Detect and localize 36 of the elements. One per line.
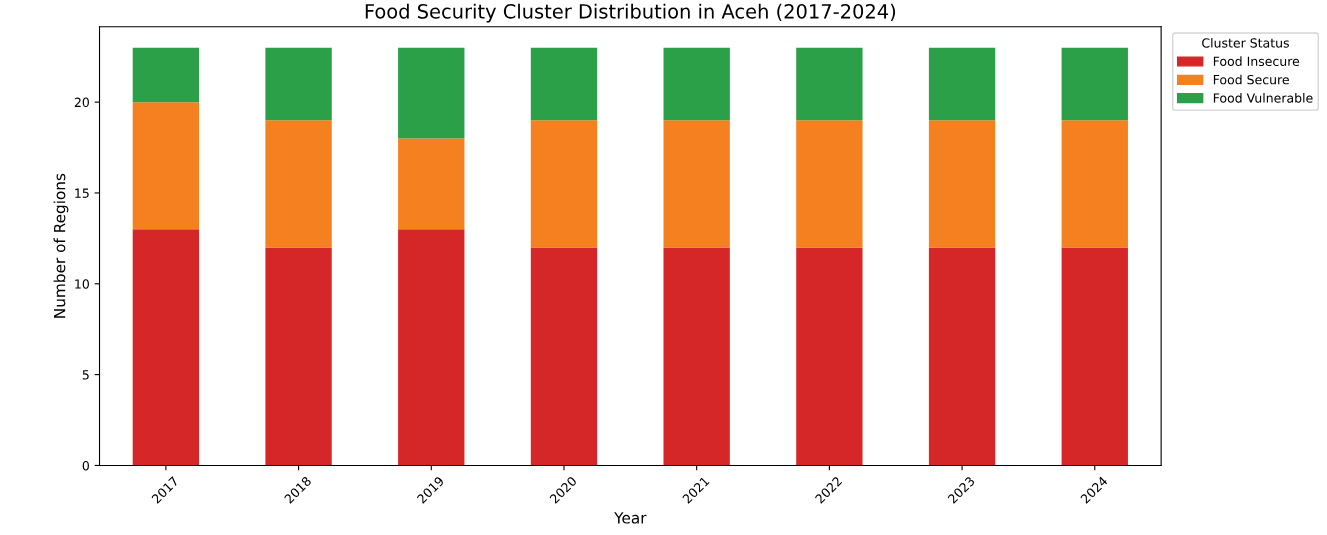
bar bbox=[1061, 120, 1128, 248]
x-axis-title: Year bbox=[614, 512, 647, 524]
bar bbox=[663, 247, 730, 466]
bar bbox=[928, 47, 996, 121]
legend-label: Food Vulnerable bbox=[1213, 93, 1313, 103]
legend-label: Food Secure bbox=[1213, 74, 1289, 85]
y-tick-label: 5 bbox=[82, 370, 89, 380]
y-tick-label: 15 bbox=[75, 188, 89, 198]
bar bbox=[796, 47, 863, 121]
legend-label: Food Insecure bbox=[1213, 56, 1300, 67]
y-axis-title: Number of Regions bbox=[53, 173, 69, 318]
bar bbox=[663, 120, 730, 248]
bar bbox=[132, 102, 200, 230]
bar bbox=[1061, 247, 1128, 466]
y-tick-label: 10 bbox=[75, 279, 89, 289]
bar bbox=[132, 229, 200, 466]
bar bbox=[398, 47, 465, 139]
bar bbox=[796, 247, 863, 466]
bar bbox=[132, 47, 200, 103]
bar bbox=[398, 138, 465, 230]
bar bbox=[530, 247, 598, 466]
bar bbox=[928, 247, 996, 466]
y-tick-label: 20 bbox=[74, 97, 89, 108]
bar bbox=[265, 47, 332, 121]
bar bbox=[398, 229, 465, 466]
chart-title: Food Security Cluster Distribution in Aceh (2017-2024) bbox=[365, 3, 896, 23]
bar bbox=[796, 120, 863, 248]
y-tick-label: 0 bbox=[82, 460, 89, 471]
legend-title: Cluster Status bbox=[1202, 38, 1289, 48]
bar bbox=[928, 120, 996, 248]
bar bbox=[1061, 47, 1128, 121]
bar bbox=[265, 120, 332, 248]
bar bbox=[265, 247, 332, 466]
bar bbox=[530, 47, 598, 121]
bar bbox=[530, 120, 598, 248]
bar bbox=[663, 47, 730, 121]
